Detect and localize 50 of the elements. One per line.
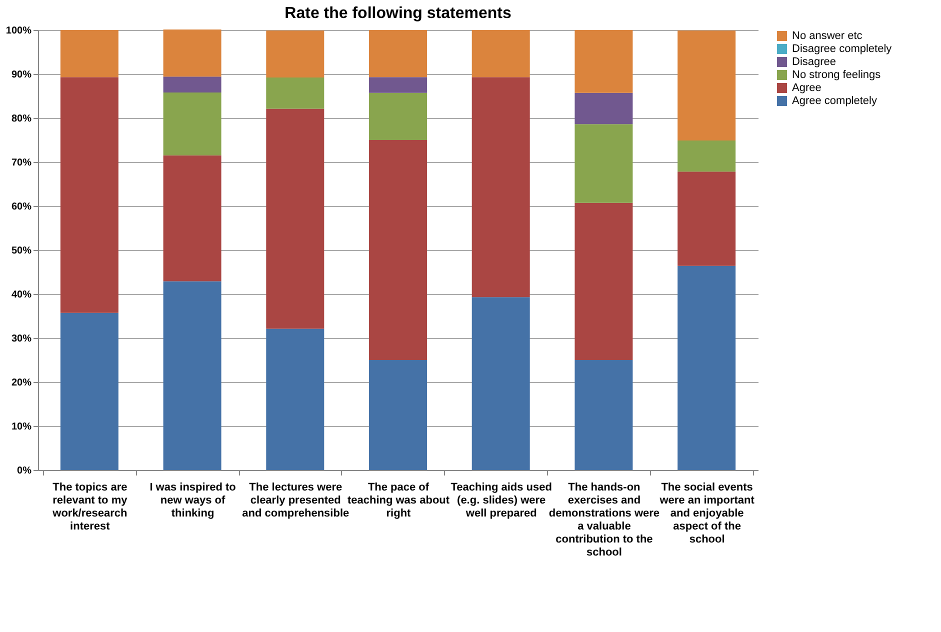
- bar: [472, 30, 530, 78]
- legend-label: Disagree completely: [792, 43, 892, 55]
- bar: [574, 360, 633, 470]
- bar: [574, 30, 633, 93]
- bar: [266, 78, 324, 109]
- bar: [369, 360, 427, 470]
- bar: [369, 30, 427, 78]
- bar: [574, 92, 633, 124]
- bar: [163, 30, 222, 77]
- legend-label: Disagree: [792, 56, 836, 68]
- y-tick-label: 0%: [17, 466, 32, 476]
- bar: [678, 266, 736, 470]
- bar: [60, 30, 118, 78]
- y-tick-label: 90%: [11, 70, 32, 80]
- bar: [369, 140, 427, 360]
- bar: [678, 140, 736, 172]
- bar: [574, 202, 633, 360]
- bar: [60, 312, 118, 470]
- legend-label: No answer etc: [792, 30, 863, 42]
- x-tick-label: The topics are relevant to my work/research interest: [52, 482, 128, 532]
- bar: [163, 155, 222, 282]
- bar: [163, 76, 222, 92]
- bar: [163, 281, 222, 470]
- bar: [60, 77, 118, 313]
- y-tick-label: 70%: [11, 158, 32, 168]
- y-tick-label: 20%: [11, 378, 32, 388]
- legend-label: No strong feelings: [792, 69, 882, 81]
- y-tick-label: 40%: [11, 290, 32, 300]
- bar: [574, 124, 633, 203]
- bar: [369, 77, 427, 93]
- y-tick-label: 10%: [11, 422, 32, 432]
- bar: [678, 172, 736, 266]
- bar: [472, 297, 530, 470]
- x-tick-label: I was inspired to new ways of thinking: [150, 482, 236, 520]
- bar: [163, 92, 222, 156]
- bar: [266, 108, 324, 329]
- chart-title: Rate the following statements: [284, 5, 512, 22]
- legend-label: Agree completely: [792, 95, 878, 107]
- y-tick-label: 60%: [11, 202, 32, 212]
- y-tick-label: 50%: [11, 246, 32, 256]
- bar: [266, 328, 324, 470]
- bar: [472, 77, 530, 298]
- y-tick-label: 100%: [6, 26, 32, 36]
- x-tick-label: The social events were an important and enjoyable aspect of the school: [658, 482, 755, 546]
- bar: [678, 30, 736, 140]
- bar: [369, 92, 427, 140]
- y-tick-label: 80%: [11, 114, 32, 124]
- legend-label: Agree: [792, 82, 822, 94]
- bar: [266, 30, 324, 78]
- y-tick-label: 30%: [11, 334, 32, 344]
